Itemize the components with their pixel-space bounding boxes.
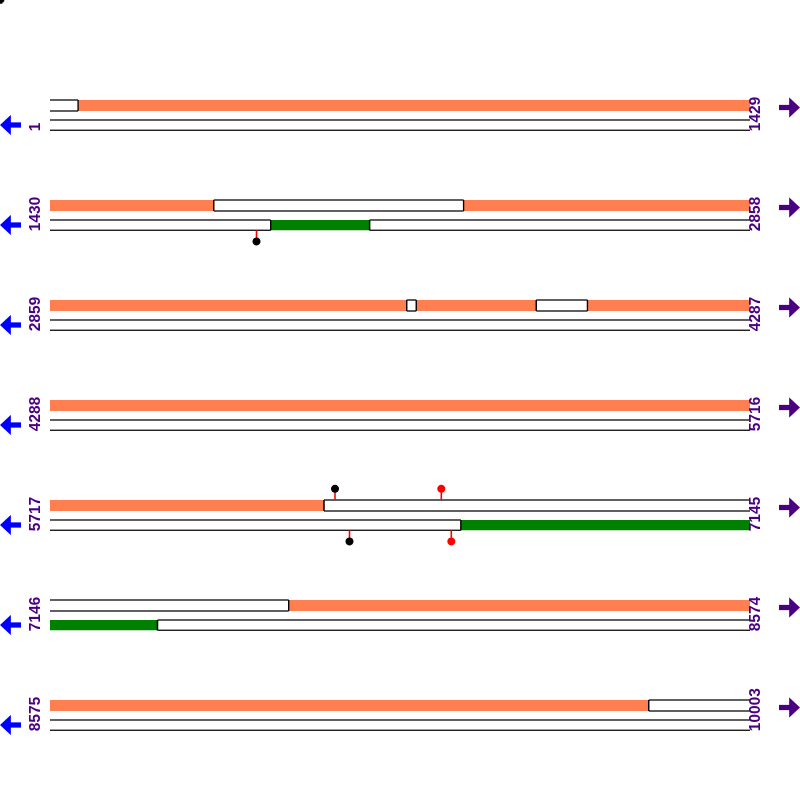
svg-text:4287: 4287 xyxy=(747,297,764,331)
svg-text:2858: 2858 xyxy=(747,196,764,231)
svg-text:5717: 5717 xyxy=(27,497,44,531)
svg-text:1: 1 xyxy=(27,122,44,131)
svg-text:8574: 8574 xyxy=(747,596,764,631)
svg-text:4288: 4288 xyxy=(27,396,44,431)
svg-text:7145: 7145 xyxy=(747,496,764,531)
svg-text:5716: 5716 xyxy=(747,396,764,431)
svg-text:2859: 2859 xyxy=(27,296,44,331)
svg-text:1430: 1430 xyxy=(27,197,44,231)
svg-text:7146: 7146 xyxy=(27,596,44,631)
svg-text:10003: 10003 xyxy=(747,688,764,731)
svg-text:1429: 1429 xyxy=(747,96,764,131)
svg-text:8575: 8575 xyxy=(27,696,44,731)
